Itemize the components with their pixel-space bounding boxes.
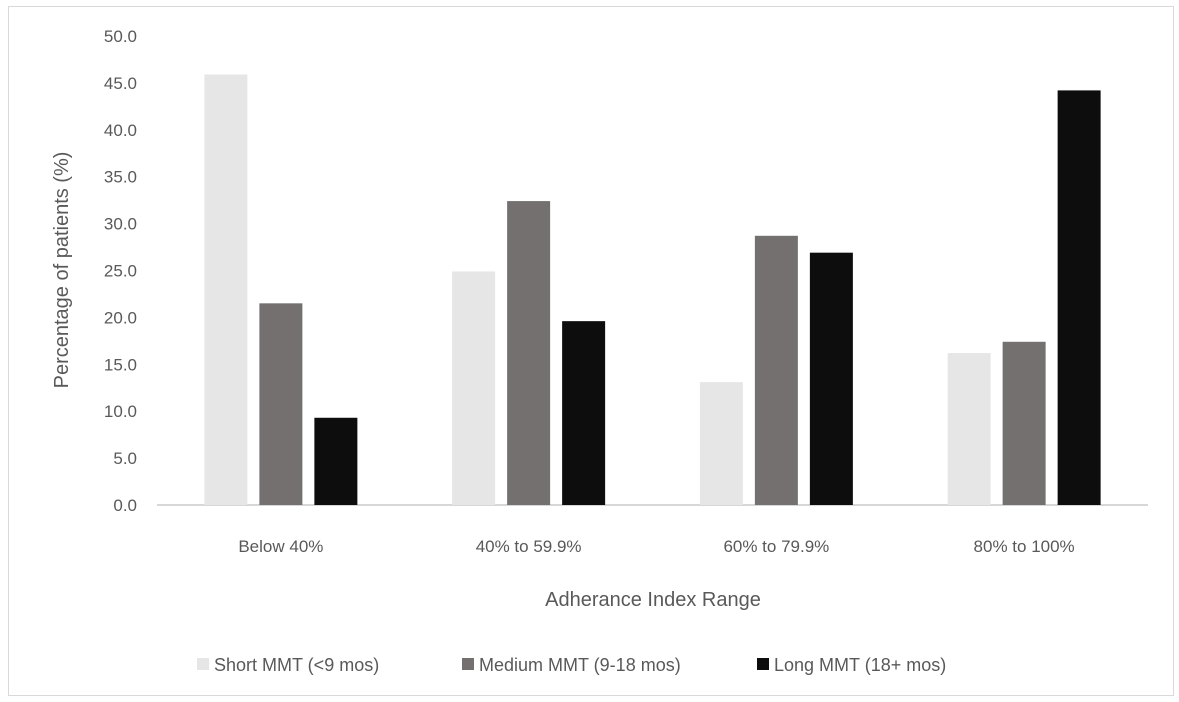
bar-series-2-category-0 [314, 417, 358, 505]
x-tick-label: 40% to 59.9% [476, 537, 582, 556]
bar-series-0-category-2 [699, 382, 743, 505]
bar-series-1-category-0 [259, 303, 303, 505]
bar-series-2-category-3 [1057, 90, 1101, 506]
x-tick-label: 80% to 100% [974, 537, 1075, 556]
x-axis-title: Adherance Index Range [545, 589, 761, 611]
bars [204, 74, 1101, 506]
legend-swatch-0 [197, 658, 209, 670]
y-tick-label: 30.0 [104, 215, 137, 234]
legend-label-2: Long MMT (18+ mos) [774, 655, 946, 675]
y-tick-label: 45.0 [104, 74, 137, 93]
legend-label-0: Short MMT (<9 mos) [214, 655, 379, 675]
bar-series-0-category-1 [452, 271, 496, 505]
bar-series-1-category-3 [1002, 341, 1046, 505]
y-axis-title: Percentage of patients (%) [51, 152, 73, 389]
legend-swatch-1 [462, 658, 474, 670]
y-tick-label: 50.0 [104, 27, 137, 46]
x-tick-label: 60% to 79.9% [723, 537, 829, 556]
x-tick-label: Below 40% [238, 537, 323, 556]
y-tick-label: 5.0 [113, 449, 137, 468]
y-tick-label: 40.0 [104, 121, 137, 140]
legend-label-1: Medium MMT (9-18 mos) [479, 655, 681, 675]
bar-series-1-category-1 [507, 201, 551, 505]
bar-series-1-category-2 [754, 235, 798, 505]
legend-swatch-2 [757, 658, 769, 670]
y-tick-label: 15.0 [104, 355, 137, 374]
y-tick-label: 20.0 [104, 308, 137, 327]
bar-series-0-category-3 [947, 353, 991, 505]
bar-series-2-category-2 [809, 252, 853, 505]
y-axis-ticks: 0.0 5.0 10.0 15.0 20.0 25.0 30.0 35.0 40.0 45.0 50… [104, 27, 137, 515]
y-tick-label: 0.0 [113, 496, 137, 515]
bar-series-2-category-1 [562, 321, 606, 505]
y-tick-label: 35.0 [104, 168, 137, 187]
y-tick-label: 25.0 [104, 262, 137, 281]
legend: Short MMT (<9 mos) Medium MMT (9-18 mos) L… [197, 655, 946, 675]
x-axis-ticks: Below 40% 40% to 59.9% 60% to 79.9% 80% to … [238, 537, 1074, 556]
y-tick-label: 10.0 [104, 402, 137, 421]
bar-series-0-category-0 [204, 74, 248, 505]
